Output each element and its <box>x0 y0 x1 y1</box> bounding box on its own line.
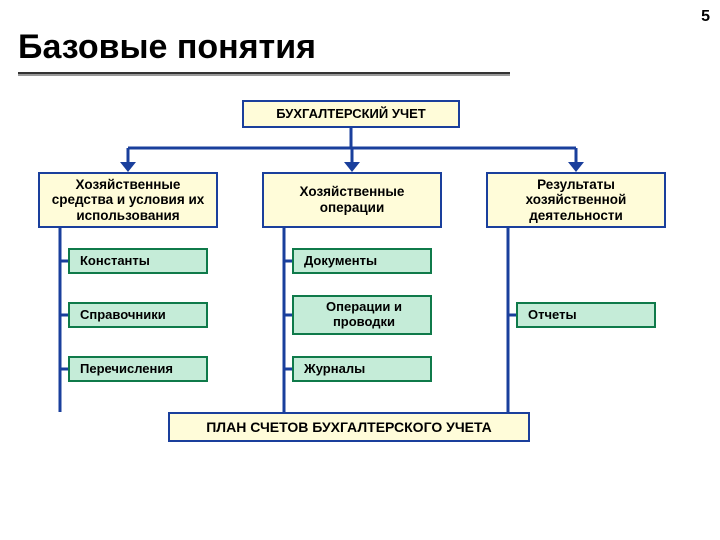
category-node-1: Хозяйственные операции <box>262 172 442 228</box>
leaf-node-0-1: Справочники <box>68 302 208 328</box>
leaf-node-2-0: Отчеты <box>516 302 656 328</box>
category-node-0: Хозяйственные средства и условия их испо… <box>38 172 218 228</box>
leaf-node-0-0: Константы <box>68 248 208 274</box>
leaf-node-1-2: Журналы <box>292 356 432 382</box>
category-node-2: Результаты хозяйственной деятельности <box>486 172 666 228</box>
root-node: БУХГАЛТЕРСКИЙ УЧЕТ <box>242 100 460 128</box>
leaf-node-1-1: Операции и проводки <box>292 295 432 335</box>
leaf-node-1-0: Документы <box>292 248 432 274</box>
bottom-node: ПЛАН СЧЕТОВ БУХГАЛТЕРСКОГО УЧЕТА <box>168 412 530 442</box>
leaf-node-0-2: Перечисления <box>68 356 208 382</box>
